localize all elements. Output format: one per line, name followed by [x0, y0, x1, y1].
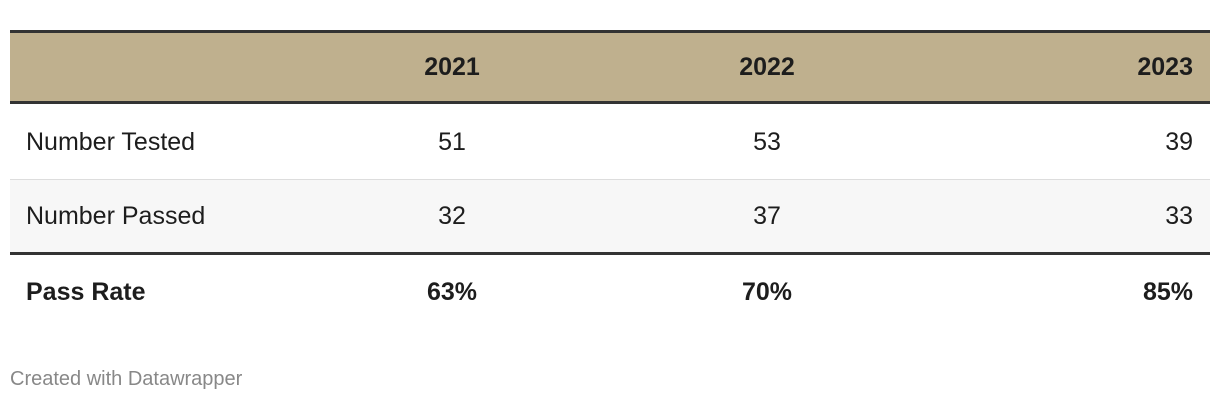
cell: 39: [1165, 128, 1193, 156]
cell: 85%: [1142, 278, 1193, 306]
column-header: 2021: [424, 53, 480, 81]
cell: 32: [438, 202, 466, 230]
cell: 53: [753, 128, 781, 156]
cell: 63%: [426, 278, 478, 306]
cell: 37: [753, 202, 781, 230]
row-label: Number Passed: [26, 202, 206, 230]
column-header: 2023: [1137, 53, 1193, 81]
cell: 70%: [741, 278, 793, 306]
row-rule: [10, 179, 1210, 180]
total-rule: [10, 252, 1210, 255]
row-stripe: [10, 180, 1210, 252]
row-label: Pass Rate: [26, 278, 146, 306]
header-row: [10, 33, 1210, 101]
header-rule: [10, 101, 1210, 104]
cell: 33: [1165, 202, 1193, 230]
column-header: 2022: [739, 53, 795, 81]
footer: Created with Datawrapper: [10, 368, 243, 390]
row-label: Number Tested: [26, 128, 196, 156]
cell: 51: [438, 128, 466, 156]
top-rule: [10, 30, 1210, 33]
